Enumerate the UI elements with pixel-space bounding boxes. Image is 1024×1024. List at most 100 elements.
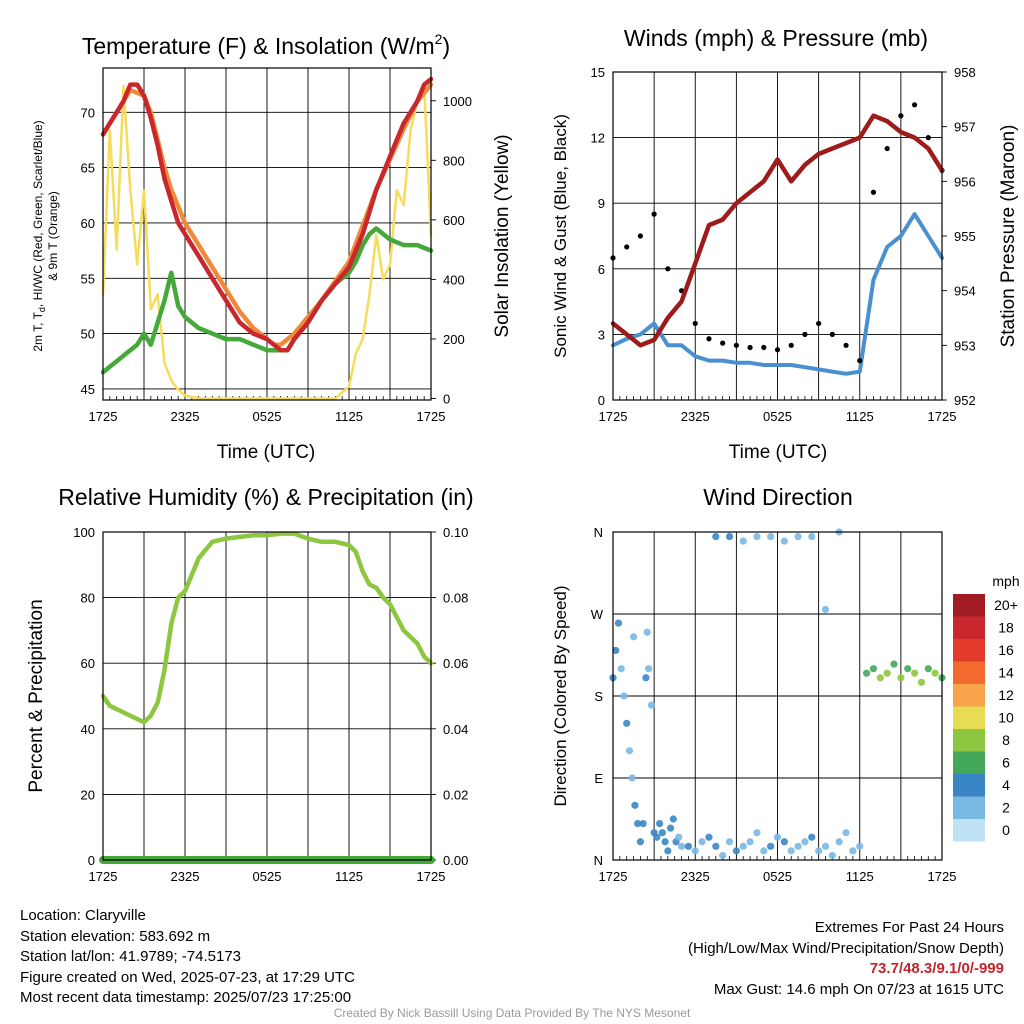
y-tick-label: 55 xyxy=(81,271,95,286)
extremes-values: 73.7/48.3/9.1/0/-999 xyxy=(869,960,1004,977)
legend-swatch xyxy=(953,729,985,752)
legend-swatch xyxy=(953,661,985,684)
direction-point xyxy=(780,537,788,545)
plot-border xyxy=(612,531,943,861)
direction-point xyxy=(767,532,775,541)
x-tick-label: 1725 xyxy=(417,409,446,424)
plot-border xyxy=(102,531,432,861)
y-tick-label: 0 xyxy=(88,853,95,868)
direction-point xyxy=(897,674,905,682)
direction-point xyxy=(628,774,636,782)
gust-point xyxy=(692,320,698,327)
direction-point xyxy=(787,847,795,855)
legend-swatch xyxy=(953,819,985,842)
speed-color-legend: 20+ 18 16 14 12 10 8 6 4 2 0 xyxy=(953,594,1018,842)
direction-point xyxy=(883,669,891,677)
direction-ylabel-left: Direction (Colored By Speed) xyxy=(551,585,570,806)
legend-label: 6 xyxy=(1002,755,1010,771)
direction-point xyxy=(725,838,734,846)
x-tick-label: 2325 xyxy=(171,869,200,884)
x-tick-label: 1125 xyxy=(335,409,363,424)
temperature-title: Temperature (F) & Insolation (W/m2) xyxy=(82,31,450,59)
direction-point xyxy=(677,842,686,850)
direction-point xyxy=(725,532,734,541)
y-tick-label: N xyxy=(594,525,603,540)
temperature-panel: 1725 2325 0525 1125 1725 45 50 55 60 65 70 0 200 400 6… xyxy=(81,67,472,424)
legend-swatch xyxy=(953,684,985,707)
direction-point xyxy=(856,842,864,850)
x-tick-label: 1125 xyxy=(846,409,874,424)
series-line-2m-t xyxy=(100,76,434,353)
legend-swatch xyxy=(953,639,985,662)
direction-point xyxy=(760,847,768,855)
direction-point xyxy=(645,665,653,673)
x-tick-label: 1725 xyxy=(928,409,957,424)
plot-border xyxy=(102,67,432,401)
y2-tick-label: 952 xyxy=(954,393,976,408)
legend-swatch xyxy=(953,796,985,819)
direction-point xyxy=(653,833,661,841)
wind-direction-title: Wind Direction xyxy=(703,484,853,510)
series-line-sonic-wind xyxy=(611,212,944,376)
y2-tick-label: 400 xyxy=(443,272,465,287)
direction-point xyxy=(612,646,620,655)
y-tick-label: 0 xyxy=(598,393,605,408)
x-tick-label: 0525 xyxy=(253,869,282,884)
y-tick-label: S xyxy=(594,689,603,704)
gust-point xyxy=(911,102,918,108)
temperature-xlabel: Time (UTC) xyxy=(217,442,316,463)
humidity-panel: 1725 2325 0525 1125 17250204060801000.000.02… xyxy=(73,525,468,884)
gust-point xyxy=(884,145,890,152)
y2-tick-label: 0.08 xyxy=(443,591,468,606)
legend-label: 16 xyxy=(998,642,1014,658)
x-tick-label: 0525 xyxy=(763,869,792,884)
station-location: Location: Claryville xyxy=(20,907,146,924)
direction-point xyxy=(712,532,720,541)
max-gust: Max Gust: 14.6 mph On 07/23 at 1615 UTC xyxy=(713,980,1004,998)
y-tick-label: N xyxy=(594,853,603,868)
direction-point xyxy=(712,842,720,850)
y2-tick-label: 957 xyxy=(954,120,976,135)
x-tick-label: 1725 xyxy=(417,869,446,884)
legend-swatch xyxy=(953,774,985,797)
direction-point xyxy=(835,838,843,846)
y-tick-label: 60 xyxy=(81,216,95,231)
y2-tick-label: 958 xyxy=(954,65,976,80)
direction-point xyxy=(666,824,675,832)
gust-point xyxy=(665,266,671,272)
y2-tick-label: 0.02 xyxy=(443,787,468,802)
temperature-ylabel-right: Solar Insolation (Yellow) xyxy=(492,134,513,337)
legend-swatch xyxy=(953,616,985,639)
gust-point xyxy=(816,320,822,327)
station-latlon: Station lat/lon: 41.9789; -74.5173 xyxy=(20,948,242,965)
recent-timestamp: Most recent data timestamp: 2025/07/23 1… xyxy=(20,989,352,1006)
legend-swatch xyxy=(953,706,985,729)
direction-point xyxy=(634,819,642,828)
extremes-title: Extremes For Past 24 Hours xyxy=(814,919,1004,936)
direction-point xyxy=(876,674,884,682)
direction-point xyxy=(863,669,871,677)
y-tick-label: 40 xyxy=(81,722,95,737)
direction-point xyxy=(669,815,677,823)
direction-point xyxy=(664,847,672,855)
direction-point xyxy=(658,829,666,837)
y2-tick-label: 954 xyxy=(954,284,976,299)
direction-point xyxy=(639,819,647,828)
direction-point xyxy=(643,628,651,636)
gust-point xyxy=(788,342,794,348)
direction-point xyxy=(924,665,932,673)
station-elevation: Station elevation: 583.692 m xyxy=(20,927,211,945)
series-line-rh xyxy=(100,531,434,725)
direction-point xyxy=(808,833,816,841)
y-tick-label: 9 xyxy=(598,196,605,211)
direction-point xyxy=(647,701,655,709)
y-tick-label: 50 xyxy=(81,327,95,342)
y-tick-label: 15 xyxy=(591,65,605,80)
gust-point xyxy=(857,358,863,364)
x-tick-label: 2325 xyxy=(681,869,710,884)
direction-point xyxy=(623,719,631,727)
y-tick-label: 6 xyxy=(598,262,605,277)
direction-point xyxy=(773,833,782,841)
y-tick-label: W xyxy=(591,607,604,622)
direction-point xyxy=(780,838,788,846)
